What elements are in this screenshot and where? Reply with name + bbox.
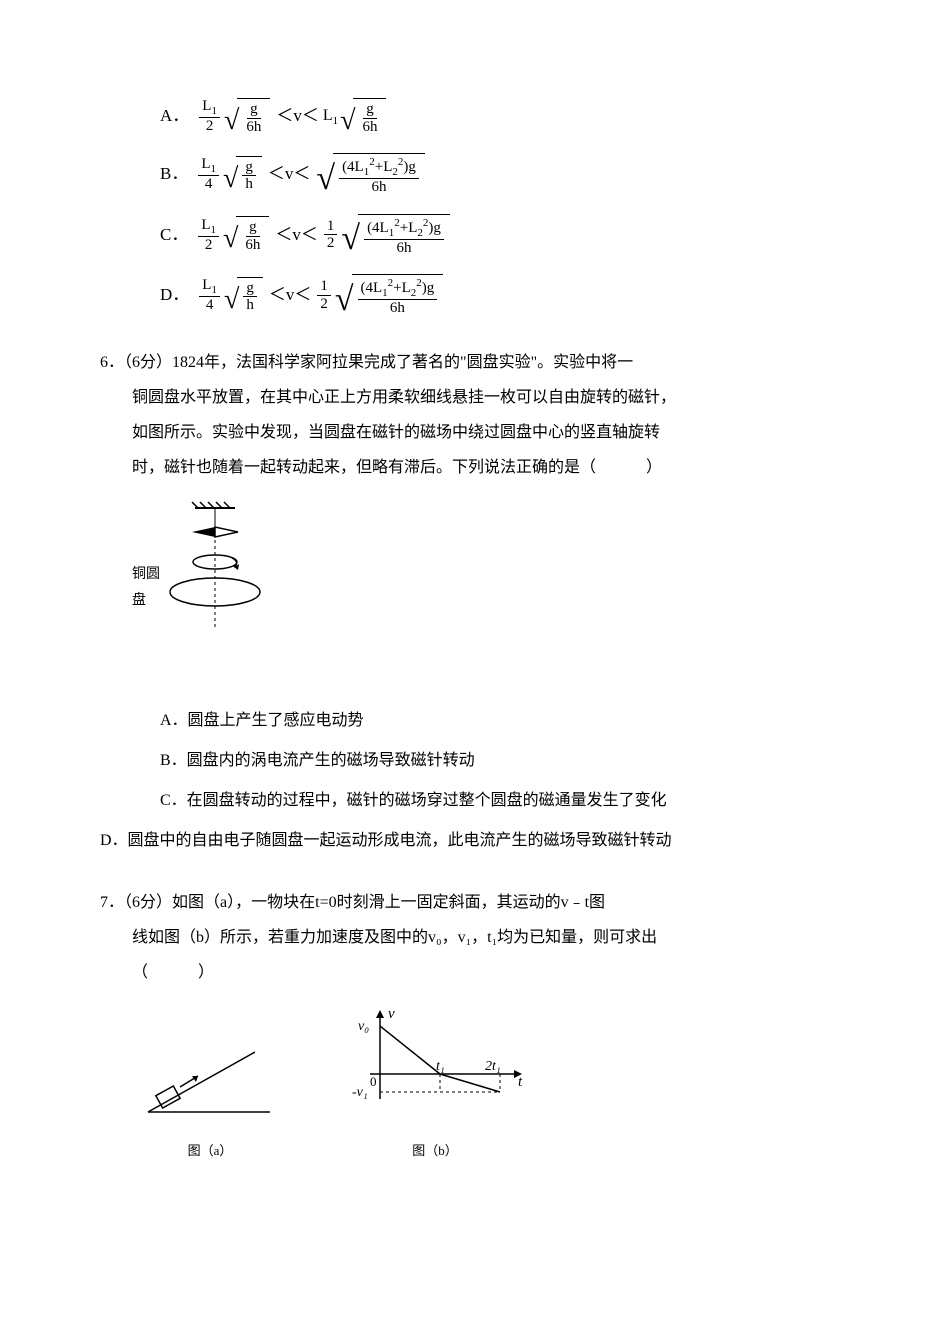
problem-text: 如图（a），一物块在t=0时刻滑上一固定斜面，其运动的v﹣t图 <box>172 894 605 911</box>
problem-number: 7． <box>100 894 124 911</box>
incline-svg <box>140 1034 280 1124</box>
disk-label: 铜圆盘 <box>132 562 172 612</box>
formula: L12 √g6h ＜v＜ L1 √g6h <box>197 98 388 135</box>
formula: L12 √g6h ＜v＜ 12 √(4L12+L22)g6h <box>196 214 452 257</box>
t1-label: t₁ <box>436 1059 445 1074</box>
problem-points: （6分） <box>124 354 172 371</box>
t-axis-label: t <box>518 1074 523 1090</box>
figure-b: v v₀ -v₁ 0 t₁ 2t₁ t 图（b） <box>340 1004 530 1162</box>
option-label: B． <box>160 159 188 190</box>
q7-diagrams: 图（a） v v₀ -v₁ 0 t₁ 2t₁ t 图（b） <box>140 1004 850 1162</box>
v0-label: v₀ <box>358 1019 369 1034</box>
problem-points: （6分） <box>124 894 172 911</box>
option-label: C． <box>160 220 188 251</box>
option-6B: B．圆盘内的涡电流产生的磁场导致磁针转动 <box>160 745 850 777</box>
problem-text: 1824年，法国科学家阿拉果完成了著名的"圆盘实验"。实验中将一 <box>172 354 633 371</box>
option-6A: A．圆盘上产生了感应电动势 <box>160 705 850 737</box>
t2-label: 2t₁ <box>485 1059 501 1074</box>
v-axis-label: v <box>388 1006 395 1022</box>
option-5C: C． L12 √g6h ＜v＜ 12 √(4L12+L22)g6h <box>160 214 850 257</box>
formula: L14 √gh ＜v＜ 12 √(4L12+L22)g6h <box>197 274 445 317</box>
problem-6: 6．（6分）1824年，法国科学家阿拉果完成了著名的"圆盘实验"。实验中将一 铜… <box>100 345 850 486</box>
disk-diagram: 铜圆盘 <box>140 500 850 691</box>
problem-number: 6． <box>100 354 124 371</box>
formula: L14 √gh ＜v＜ √(4L12+L22)g6h <box>196 153 427 196</box>
option-6D: D．圆盘中的自由电子随圆盘一起运动形成电流，此电流产生的磁场导致磁针转动 <box>160 825 850 857</box>
problem-text: 时，磁针也随着一起转动起来，但略有滞后。下列说法正确的是（） <box>100 450 662 485</box>
vt-graph-svg: v v₀ -v₁ 0 t₁ 2t₁ t <box>340 1004 530 1124</box>
option-6C: C．在圆盘转动的过程中，磁针的磁场穿过整个圆盘的磁通量发生了变化 <box>160 785 850 817</box>
option-5A: A． L12 √g6h ＜v＜ L1 √g6h <box>160 98 850 135</box>
problem-7: 7．（6分）如图（a），一物块在t=0时刻滑上一固定斜面，其运动的v﹣t图 线如… <box>100 885 850 991</box>
figure-a: 图（a） <box>140 1034 280 1162</box>
option-5B: B． L14 √gh ＜v＜ √(4L12+L22)g6h <box>160 153 850 196</box>
fig-b-caption: 图（b） <box>340 1139 530 1162</box>
problem-text: 如图所示。实验中发现，当圆盘在磁针的磁场中绕过圆盘中心的竖直轴旋转 <box>100 415 660 450</box>
origin-label: 0 <box>370 1074 377 1089</box>
v1-label: -v₁ <box>352 1085 368 1100</box>
option-5D: D． L14 √gh ＜v＜ 12 √(4L12+L22)g6h <box>160 274 850 317</box>
fig-a-caption: 图（a） <box>140 1139 280 1162</box>
problem-text: 线如图（b）所示，若重力加速度及图中的v₀，v₁，t₁均为已知量，则可求出 <box>100 920 657 955</box>
problem-text: （） <box>100 955 214 990</box>
problem-text: 铜圆盘水平放置，在其中心正上方用柔软细线悬挂一枚可以自由旋转的磁针， <box>100 380 676 415</box>
option-label: D． <box>160 280 189 311</box>
option-label: A． <box>160 101 189 132</box>
